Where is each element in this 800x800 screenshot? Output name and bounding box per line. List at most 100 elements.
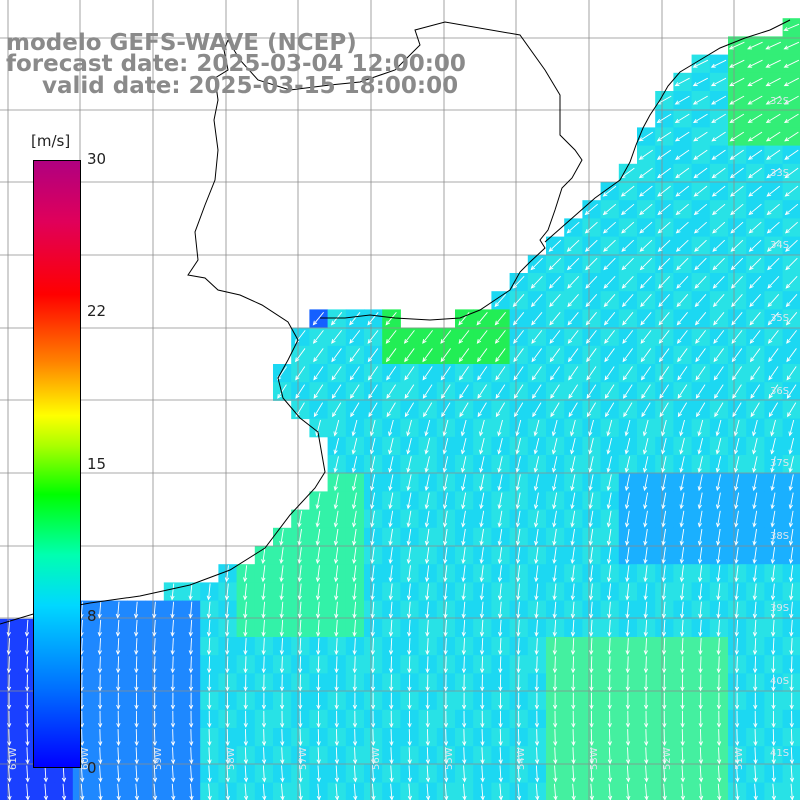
wind-arrow-head — [334, 613, 339, 619]
wind-arrow — [717, 765, 720, 782]
wind-arrow — [244, 765, 247, 782]
wind-arrow-head — [747, 63, 753, 68]
wind-arrow — [622, 294, 634, 307]
wind-arrow — [772, 583, 775, 600]
wind-arrow — [99, 638, 101, 655]
wind-arrow — [663, 656, 666, 673]
wind-arrow — [695, 312, 707, 325]
wind-arrow — [661, 419, 667, 436]
wind-arrow — [353, 510, 357, 527]
wind-arrow — [226, 601, 229, 618]
wind-arrow — [135, 783, 138, 800]
wind-arrow-head — [607, 650, 612, 656]
wind-arrow — [732, 402, 742, 417]
wind-arrow — [677, 366, 688, 380]
wind-arrow — [640, 312, 652, 325]
wind-arrow-head — [389, 723, 394, 728]
wind-arrow — [335, 601, 338, 618]
wind-arrow-head — [495, 375, 500, 381]
wind-arrow — [317, 638, 320, 655]
wind-arrow — [422, 384, 433, 399]
wind-arrow-head — [406, 522, 411, 528]
wind-arrow-head — [334, 668, 339, 674]
wind-arrow — [772, 619, 775, 636]
wind-arrow — [444, 528, 448, 545]
wind-arrow-head — [61, 777, 67, 783]
wind-arrow — [80, 783, 83, 800]
wind-arrow-head — [442, 467, 447, 473]
wind-arrow-head — [189, 777, 194, 783]
wind-arrow-head — [734, 631, 739, 637]
wind-arrow-head — [98, 777, 103, 783]
wind-arrow-head — [497, 522, 502, 528]
wind-arrow — [717, 510, 721, 527]
wind-arrow-head — [243, 723, 248, 728]
wind-arrow-head — [733, 467, 739, 473]
wind-arrow-head — [440, 375, 446, 381]
wind-arrow — [498, 456, 503, 473]
wind-arrow — [571, 492, 576, 509]
wind-arrow-head — [553, 777, 558, 783]
wind-arrow — [567, 312, 579, 325]
lon-label: 58W — [226, 747, 237, 770]
wind-arrow-head — [625, 650, 630, 656]
wind-arrow — [8, 619, 11, 636]
wind-arrow-head — [768, 394, 773, 399]
wind-arrow — [677, 330, 688, 344]
wind-arrow-head — [771, 741, 776, 747]
wind-arrow-head — [25, 741, 30, 747]
wind-arrow-head — [279, 631, 284, 637]
wind-arrow-head — [786, 394, 792, 399]
wind-arrow-head — [461, 522, 466, 528]
wind-arrow — [694, 185, 708, 197]
wind-arrow-head — [513, 375, 518, 381]
wind-arrow — [444, 510, 448, 527]
wind-arrow-head — [549, 375, 555, 381]
wind-arrow-head — [679, 577, 685, 583]
wind-arrow — [784, 167, 799, 179]
wind-arrow-head — [571, 777, 576, 783]
wind-arrow-head — [24, 668, 30, 674]
wind-arrow-head — [625, 741, 631, 747]
wind-arrow-head — [620, 210, 626, 216]
wind-arrow — [675, 149, 690, 160]
wind-arrow-head — [621, 265, 627, 271]
wind-arrow-head — [298, 723, 303, 728]
wind-arrow-head — [495, 357, 500, 363]
wind-arrow — [536, 656, 538, 673]
wind-arrow-head — [7, 723, 12, 728]
wind-arrow-head — [588, 467, 593, 473]
wind-arrow — [535, 765, 538, 782]
wind-arrow — [117, 656, 120, 673]
wind-arrow-head — [261, 759, 267, 765]
wind-arrow-head — [206, 650, 212, 656]
wind-arrow-head — [225, 668, 230, 674]
wind-arrow — [553, 583, 557, 600]
wind-arrow-head — [784, 155, 790, 160]
wind-arrow — [516, 510, 521, 527]
wind-arrow — [676, 257, 689, 270]
wind-arrow-head — [603, 302, 609, 308]
wind-arrow — [334, 419, 340, 436]
wind-arrow-head — [767, 302, 773, 308]
wind-arrow — [750, 402, 760, 417]
wind-arrow-head — [789, 577, 794, 583]
wind-arrow-head — [369, 431, 375, 437]
wind-arrow — [549, 330, 561, 344]
wind-arrow — [499, 601, 502, 618]
wind-arrow — [589, 456, 594, 473]
wind-arrow — [589, 438, 594, 454]
wind-arrow — [461, 438, 467, 454]
wind-arrow — [334, 492, 339, 509]
wind-arrow — [640, 330, 652, 344]
wind-arrow — [153, 638, 156, 655]
wind-arrow-head — [747, 118, 753, 123]
wind-arrow-head — [406, 559, 411, 565]
wind-arrow — [772, 747, 775, 764]
wind-arrow-head — [533, 467, 538, 473]
wind-arrow-head — [695, 394, 701, 399]
wind-arrow-head — [749, 302, 754, 308]
wind-arrow-head — [750, 375, 755, 381]
wind-arrow — [481, 638, 484, 655]
wind-arrow — [607, 474, 612, 491]
